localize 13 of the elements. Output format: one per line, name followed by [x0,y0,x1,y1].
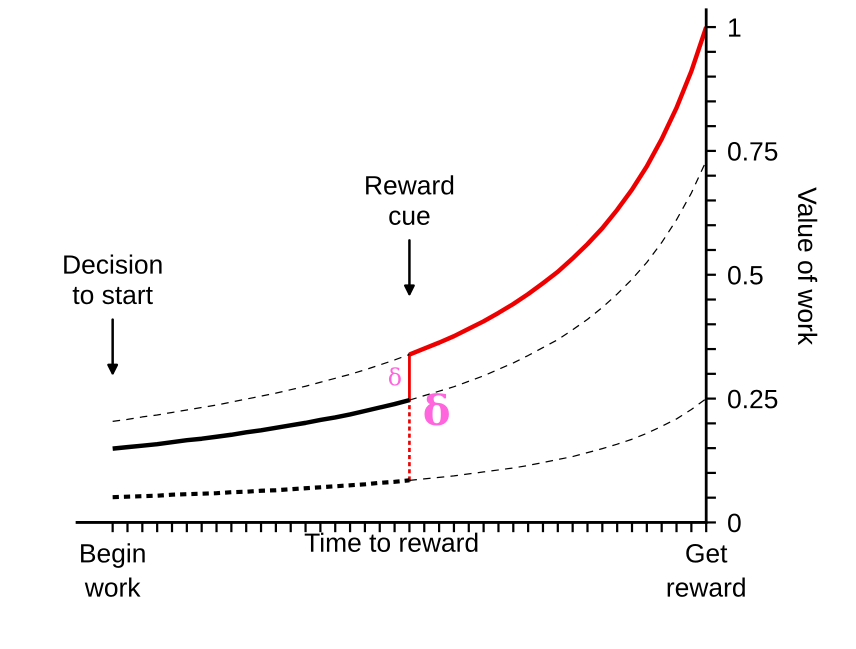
annotation: δ [388,367,401,386]
x-axis-title: Time to reward [304,532,478,552]
y-tick-label: 0.25 [728,390,778,408]
y-tick-label: 0.5 [728,266,763,285]
y-tick-label: 0.75 [728,142,778,161]
annotation: Decision to start [64,254,162,304]
x-tick-label: Begin work [81,543,145,597]
annotation: Reward cue [366,175,454,225]
y-tick-label: 1 [729,18,740,37]
y-tick-label: 0 [728,514,741,532]
annotation: δ [424,393,449,426]
x-tick-label: Get reward [668,544,745,597]
y-axis-title: Value of work [798,187,818,346]
